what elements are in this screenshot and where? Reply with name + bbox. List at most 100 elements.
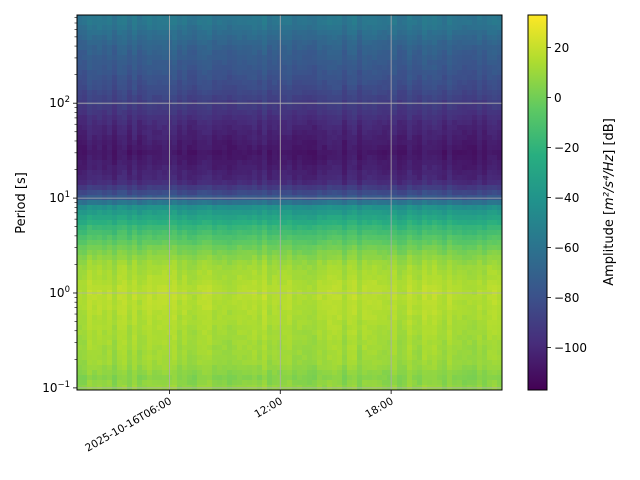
heatmap-cell [192,90,198,96]
heatmap-cell [332,245,338,251]
heatmap-cell [122,105,128,111]
heatmap-cell [277,130,283,136]
heatmap-cell [287,365,293,371]
heatmap-cell [132,365,138,371]
heatmap-cell [302,145,308,151]
heatmap-cell [177,245,183,251]
heatmap-cell [122,80,128,86]
heatmap-cell [197,300,203,306]
heatmap-cell [342,245,348,251]
heatmap-cell [82,70,88,76]
heatmap-cell [107,140,113,146]
heatmap-cell [337,190,343,196]
heatmap-cell [297,200,303,206]
heatmap-cell [407,60,413,66]
heatmap-cell [77,375,83,381]
heatmap-cell [352,245,358,251]
heatmap-cell [242,310,248,316]
heatmap-cell [397,75,403,81]
heatmap-cell [252,245,258,251]
heatmap-cell [307,305,313,311]
heatmap-cell [337,230,343,236]
heatmap-cell [337,350,343,356]
heatmap-cell [147,30,153,36]
heatmap-cell [397,170,403,176]
heatmap-cell [242,65,248,71]
heatmap-cell [192,325,198,331]
heatmap-cell [242,185,248,191]
heatmap-cell [92,375,98,381]
heatmap-cell [297,305,303,311]
heatmap-cell [257,215,263,221]
heatmap-cell [327,200,333,206]
heatmap-cell [197,275,203,281]
heatmap-cell [142,25,148,31]
heatmap-cell [362,110,368,116]
heatmap-cell [362,155,368,161]
heatmap-cell [242,360,248,366]
heatmap-cell [382,255,388,261]
heatmap-cell [392,210,398,216]
heatmap-cell [327,180,333,186]
heatmap-cell [112,250,118,256]
heatmap-cell [282,50,288,56]
heatmap-cell [132,140,138,146]
heatmap-cell [207,275,213,281]
heatmap-cell [242,45,248,51]
heatmap-cell [157,70,163,76]
heatmap-cell [277,110,283,116]
heatmap-cell [222,230,228,236]
heatmap-cell [187,365,193,371]
heatmap-cell [122,125,128,131]
heatmap-cell [207,145,213,151]
heatmap-cell [222,280,228,286]
heatmap-cell [282,70,288,76]
heatmap-cell [317,315,323,321]
heatmap-cell [202,70,208,76]
heatmap-cell [317,65,323,71]
heatmap-cell [357,190,363,196]
heatmap-cell [282,235,288,241]
heatmap-cell [207,135,213,141]
heatmap-cell [187,200,193,206]
heatmap-cell [327,370,333,376]
heatmap-cell [232,40,238,46]
heatmap-cell [402,235,408,241]
heatmap-cell [382,355,388,361]
heatmap-cell [107,335,113,341]
heatmap-cell [157,30,163,36]
heatmap-cell [247,95,253,101]
heatmap-cell [237,330,243,336]
heatmap-cell [307,95,313,101]
heatmap-cell [202,285,208,291]
heatmap-cell [292,215,298,221]
heatmap-cell [267,185,273,191]
heatmap-cell [92,200,98,206]
heatmap-cell [342,315,348,321]
heatmap-cell [317,25,323,31]
heatmap-cell [297,25,303,31]
heatmap-cell [122,375,128,381]
heatmap-cell [282,320,288,326]
heatmap-cell [227,15,233,21]
heatmap-cell [202,255,208,261]
heatmap-cell [312,185,318,191]
heatmap-cell [322,30,328,36]
heatmap-cell [152,50,158,56]
heatmap-cell [182,245,188,251]
heatmap-cell [107,90,113,96]
heatmap-cell [97,235,103,241]
heatmap-cell [77,125,83,131]
heatmap-cell [347,115,353,121]
heatmap-cell [297,270,303,276]
heatmap-cell [322,330,328,336]
heatmap-cell [222,60,228,66]
heatmap-cell [147,320,153,326]
heatmap-cell [322,265,328,271]
heatmap-cell [392,335,398,341]
heatmap-cell [287,190,293,196]
heatmap-cell [192,250,198,256]
heatmap-cell [167,320,173,326]
heatmap-cell [267,130,273,136]
heatmap-cell [157,285,163,291]
